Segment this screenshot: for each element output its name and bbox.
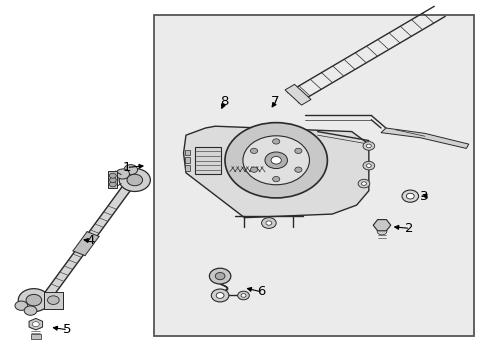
Bar	[184, 157, 190, 163]
Circle shape	[357, 179, 369, 188]
Text: 5: 5	[63, 323, 71, 336]
Circle shape	[401, 190, 418, 202]
Circle shape	[127, 174, 142, 186]
Circle shape	[366, 144, 370, 148]
Text: 1: 1	[122, 161, 131, 174]
Text: 4: 4	[86, 234, 94, 247]
Circle shape	[119, 168, 150, 192]
Polygon shape	[38, 182, 134, 305]
Text: 7: 7	[271, 95, 279, 108]
Circle shape	[250, 167, 257, 172]
Polygon shape	[183, 126, 368, 218]
Circle shape	[109, 182, 116, 187]
Circle shape	[294, 148, 301, 153]
Circle shape	[294, 167, 301, 172]
Text: 2: 2	[405, 222, 413, 235]
Circle shape	[24, 306, 37, 315]
Circle shape	[26, 294, 41, 306]
Circle shape	[250, 148, 257, 153]
Circle shape	[209, 268, 230, 284]
Polygon shape	[380, 128, 468, 148]
Circle shape	[406, 193, 413, 199]
Text: 6: 6	[256, 285, 264, 298]
Circle shape	[264, 152, 287, 168]
Circle shape	[272, 176, 279, 182]
Circle shape	[109, 177, 116, 183]
Ellipse shape	[243, 136, 309, 185]
Polygon shape	[285, 84, 310, 105]
Text: 3: 3	[419, 190, 427, 203]
Circle shape	[270, 157, 281, 164]
Circle shape	[237, 291, 249, 300]
Circle shape	[211, 289, 228, 302]
Circle shape	[15, 301, 28, 310]
Circle shape	[361, 182, 366, 185]
Bar	[184, 149, 190, 155]
Bar	[184, 165, 190, 171]
Circle shape	[241, 294, 245, 297]
Circle shape	[32, 321, 39, 327]
Circle shape	[216, 293, 224, 298]
Text: 8: 8	[220, 95, 228, 108]
Circle shape	[376, 228, 386, 235]
Bar	[154, 15, 473, 336]
Circle shape	[116, 169, 129, 179]
Circle shape	[362, 161, 374, 170]
Bar	[43, 292, 63, 309]
Polygon shape	[73, 232, 99, 256]
Bar	[31, 334, 41, 338]
Circle shape	[272, 139, 279, 144]
Bar	[194, 147, 221, 174]
Circle shape	[362, 141, 374, 150]
Circle shape	[123, 165, 137, 175]
Circle shape	[215, 273, 224, 280]
Circle shape	[109, 173, 116, 178]
Circle shape	[47, 296, 59, 305]
Circle shape	[261, 218, 276, 228]
Circle shape	[18, 289, 49, 312]
Bar	[108, 171, 117, 188]
Circle shape	[366, 164, 370, 167]
Circle shape	[265, 221, 271, 225]
Ellipse shape	[224, 123, 327, 198]
